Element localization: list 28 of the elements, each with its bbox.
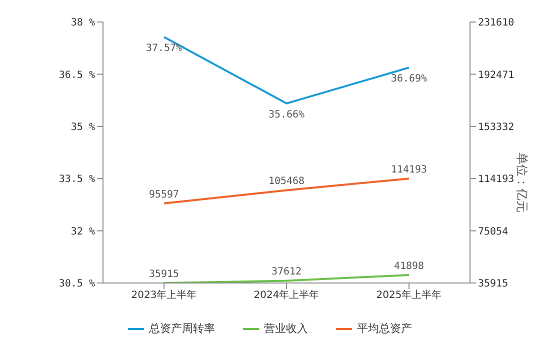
data-label: 105468 — [268, 176, 305, 188]
legend-label: 平均总资产 — [356, 321, 412, 336]
y-tick-label: 32 % — [70, 226, 95, 238]
data-label: 36.69% — [390, 74, 428, 85]
y-tick-label: 30.5 % — [58, 278, 95, 290]
y2-tick-label: 75054 — [478, 226, 508, 238]
y2-tick-label: 35915 — [478, 278, 508, 290]
y2-tick-label: 114193 — [478, 174, 514, 186]
data-label: 41898 — [394, 261, 424, 272]
data-label: 37612 — [271, 266, 302, 278]
data-label: 114193 — [390, 164, 428, 176]
y2-axis-title: 单位：亿元 — [514, 152, 529, 212]
y-tick-label: 38 % — [70, 18, 95, 29]
x-tick-label: 2025年上半年 — [376, 289, 442, 302]
legend-label: 营业收入 — [263, 321, 308, 336]
x-tick-label: 2023年上半年 — [131, 289, 197, 302]
data-label: 37.57% — [146, 42, 182, 54]
x-tick-label: 2024年上半年 — [254, 289, 320, 302]
data-label: 95597 — [148, 189, 180, 200]
y-tick-label: 35 % — [70, 122, 95, 133]
data-label: 35.66% — [268, 109, 305, 120]
legend-label: 总资产周转率 — [148, 321, 215, 336]
y-tick-label: 33.5 % — [58, 174, 95, 186]
y-tick-label: 36.5 % — [58, 70, 95, 81]
y2-tick-label: 231610 — [478, 18, 514, 29]
y2-tick-label: 192471 — [478, 70, 514, 81]
y2-tick-label: 153332 — [478, 122, 514, 133]
data-label: 35915 — [148, 269, 180, 280]
